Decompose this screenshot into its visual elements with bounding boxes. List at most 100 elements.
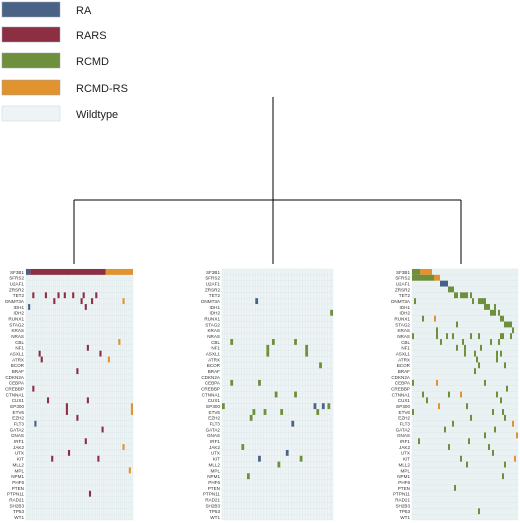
mutation-cell [258, 379, 261, 386]
gene-label: SF3B1 [396, 270, 410, 275]
gene-label: EP300 [206, 404, 220, 409]
gene-label: EZH2 [12, 416, 24, 421]
gene-label: PHF6 [208, 480, 220, 485]
gene-label: SF3B1 [206, 270, 220, 275]
gene-label: RAD21 [395, 497, 410, 502]
mutation-cell [436, 333, 438, 340]
gene-label: CUX1 [398, 398, 411, 403]
gene-label: IDH1 [400, 305, 411, 310]
gene-label: U2AF1 [10, 281, 25, 286]
gene-label: TP53 [13, 509, 24, 514]
mutation-cell [456, 292, 458, 299]
mutation-cell [86, 344, 89, 351]
legend-label-rcmd: RCMD [76, 56, 109, 68]
gene-label: SFRS2 [395, 276, 410, 281]
mutation-cell [498, 339, 500, 345]
mutation-cell [319, 362, 322, 369]
mutation-cell [446, 333, 448, 340]
mutation-cell [32, 385, 35, 392]
gene-label: EZH2 [398, 416, 410, 421]
mutation-cell [430, 274, 432, 281]
mutation-cell [436, 274, 438, 281]
legend-label-ra: RA [76, 5, 92, 17]
mutation-cell [496, 391, 498, 398]
mutation-cell [502, 409, 504, 415]
mutation-cell [500, 397, 502, 404]
mutation-cell [294, 391, 297, 398]
gene-label: GNAS [11, 433, 24, 438]
header-cell-rcmd-rs [105, 269, 133, 275]
gene-label: CEBPA [395, 381, 411, 386]
mutation-cell [426, 274, 428, 281]
mutation-cell [418, 438, 420, 445]
gene-label: CDKN2A [5, 375, 25, 380]
gene-label: NRAS [397, 334, 410, 339]
mutation-cell [65, 403, 68, 410]
gene-label: CDKN2A [391, 375, 411, 380]
gene-label: IRF1 [400, 439, 410, 444]
mutation-cell [504, 362, 506, 369]
gene-label: CEBPA [9, 381, 25, 386]
mutation-cell [472, 298, 474, 305]
gene-label: GNAS [397, 433, 410, 438]
mutation-cell [412, 379, 414, 386]
mutation-cell [500, 350, 502, 357]
mutation-cell [305, 344, 309, 351]
mutation-cell [478, 333, 480, 340]
heatmap-background [26, 269, 133, 520]
header-cell-rcmd [412, 269, 420, 275]
mutation-cell [464, 350, 466, 357]
mutation-cell [241, 444, 245, 450]
gene-label: PTPN11 [393, 492, 410, 497]
mutation-cell [122, 298, 125, 305]
header-cell-ra [26, 269, 31, 275]
legend-swatch-wildtype [1, 105, 61, 122]
dendrogram [73, 97, 462, 264]
heatmap-panels: SF3B1SFRS2U2AF1ZRSR2TET2DNMT3AIDH1IDH2RU… [5, 268, 519, 521]
gene-label: MPL [401, 468, 411, 473]
gene-label: IRF1 [14, 439, 24, 444]
gene-label: ZRSR2 [395, 287, 411, 292]
gene-label: MPL [211, 468, 221, 473]
gene-label: WT1 [210, 515, 220, 520]
gene-label: SH2B3 [205, 503, 220, 508]
legend-label-rars: RARS [76, 30, 107, 42]
mutation-cell [246, 473, 250, 480]
gene-label: TET2 [13, 293, 25, 298]
mutation-cell [76, 368, 79, 375]
gene-label: EP300 [396, 404, 410, 409]
mutation-cell [76, 414, 79, 421]
gene-label: KRAS [207, 328, 220, 333]
gene-label: KRAS [397, 328, 410, 333]
mutation-cell [478, 298, 480, 305]
legend-swatch-ra [1, 1, 61, 18]
mutation-cell [38, 350, 41, 357]
gene-label: SF3B1 [10, 270, 24, 275]
gene-label: CBL [401, 340, 410, 345]
mutation-cell [418, 274, 420, 281]
gene-label: GATA2 [10, 427, 25, 432]
mutation-cell [438, 403, 440, 410]
gene-label: NPM1 [207, 474, 220, 479]
gene-label: KIT [403, 457, 410, 462]
mutation-cell [456, 344, 458, 351]
gene-label: CBL [15, 340, 24, 345]
heatmap-panel-2: SF3B1SFRS2U2AF1ZRSR2TET2DNMT3AIDH1IDH2RU… [201, 268, 334, 521]
gene-label: NF1 [211, 346, 220, 351]
header-cell-rcmd-rs [420, 269, 432, 275]
mutation-cell [452, 420, 454, 427]
gene-label: STAG2 [9, 322, 24, 327]
mutation-cell [285, 449, 289, 456]
gene-label: STAG2 [205, 322, 220, 327]
mutation-cell [422, 315, 424, 322]
mutation-cell [508, 321, 510, 328]
legend-swatch-rcmd [1, 52, 61, 69]
mutation-cell [500, 315, 502, 322]
mutation-cell [494, 309, 496, 316]
mutation-cell [258, 455, 261, 462]
gene-label: BCOR [11, 363, 25, 368]
mutation-cell [316, 409, 320, 415]
gene-label: NPM1 [11, 474, 24, 479]
mutation-cell [249, 414, 253, 421]
gene-label: RUNX1 [8, 316, 24, 321]
